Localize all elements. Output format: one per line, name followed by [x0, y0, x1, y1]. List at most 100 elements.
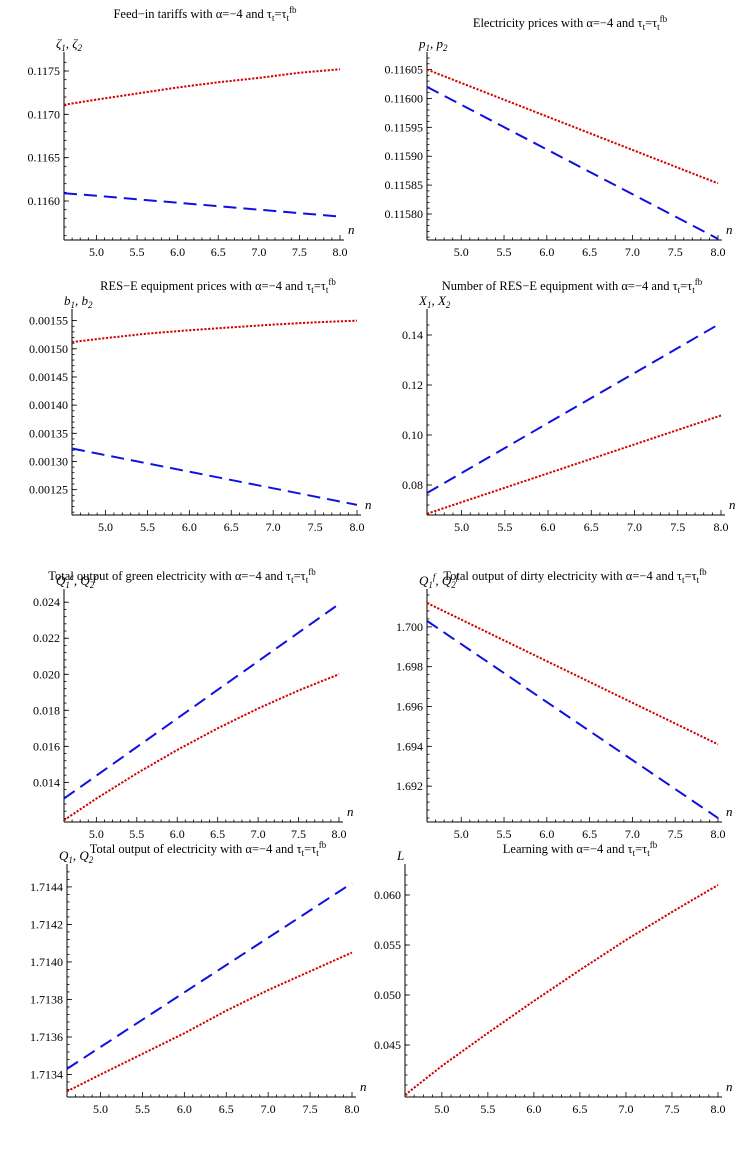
x-tick-label: 5.5: [129, 827, 144, 841]
x-tick-label: 7.5: [303, 1102, 318, 1116]
y-tick-label: 0.014: [33, 775, 60, 789]
y-tick-label: 0.11605: [384, 63, 423, 77]
y-tick-label: 0.018: [33, 703, 60, 717]
x-tick-label: 5.0: [89, 245, 104, 259]
chart-panel-3: RES−E equipment prices with α=−4 and τt=…: [29, 277, 372, 534]
series-line-2: [71, 447, 358, 506]
x-tick-label: 5.0: [454, 245, 469, 259]
chart-title: Total output of electricity with α=−4 an…: [90, 840, 327, 858]
chart-panel-1: Feed−in tariffs with α=−4 and τt=τtfb ζ1,…: [27, 5, 354, 259]
y-tick-label: 0.060: [374, 888, 401, 902]
y-tick-label: 0.11580: [384, 207, 423, 221]
x-axis-label: n: [347, 804, 354, 819]
y-tick-label: 0.00125: [29, 483, 68, 497]
y-tick-label: 1.694: [396, 739, 423, 753]
x-tick-label: 6.5: [584, 520, 599, 534]
x-axis-label: n: [348, 222, 355, 237]
y-axis-label: Q1, Q2: [59, 848, 94, 865]
y-tick-label: 1.7136: [30, 1030, 63, 1044]
y-tick-label: 1.692: [396, 779, 423, 793]
x-tick-label: 7.0: [266, 520, 281, 534]
x-axis-label: n: [360, 1079, 367, 1094]
chart-panel-2: Electricity prices with α=−4 and τt=τtfb…: [384, 14, 732, 259]
x-tick-label: 6.0: [541, 520, 556, 534]
x-tick-label: 7.5: [308, 520, 323, 534]
x-tick-label: 6.5: [572, 1102, 587, 1116]
y-tick-label: 0.10: [402, 428, 423, 442]
x-tick-label: 7.0: [251, 827, 266, 841]
x-tick-label: 7.5: [292, 245, 307, 259]
y-tick-label: 0.1170: [27, 107, 60, 121]
y-tick-label: 0.11590: [384, 149, 423, 163]
x-tick-label: 7.0: [251, 245, 266, 259]
y-tick-label: 0.045: [374, 1038, 401, 1052]
series-line-1: [426, 602, 719, 746]
y-axis-label: p1, p2: [418, 36, 448, 53]
x-tick-label: 7.5: [291, 827, 306, 841]
y-axis-label: b1, b2: [64, 293, 93, 310]
x-tick-label: 5.0: [93, 1102, 108, 1116]
x-tick-label: 6.5: [211, 245, 226, 259]
x-tick-label: 5.5: [497, 245, 512, 259]
y-axis-label: L: [396, 848, 404, 863]
chart-title: RES−E equipment prices with α=−4 and τt=…: [100, 277, 336, 295]
x-tick-label: 6.5: [219, 1102, 234, 1116]
x-tick-label: 7.5: [668, 827, 683, 841]
x-tick-label: 8.0: [350, 520, 365, 534]
x-tick-label: 7.0: [627, 520, 642, 534]
x-tick-label: 5.5: [497, 827, 512, 841]
y-tick-label: 0.08: [402, 478, 423, 492]
x-tick-label: 8.0: [711, 1102, 726, 1116]
x-tick-label: 7.0: [625, 827, 640, 841]
chart-title: Total output of green electricity with α…: [48, 567, 316, 585]
series-line-1: [404, 884, 719, 1096]
y-tick-label: 0.055: [374, 938, 401, 952]
y-tick-label: 1.7144: [30, 880, 63, 894]
y-axis-label: ζ1, ζ2: [56, 36, 83, 53]
x-tick-label: 6.0: [170, 827, 185, 841]
x-tick-label: 7.0: [261, 1102, 276, 1116]
series-line-2: [63, 603, 340, 800]
y-tick-label: 0.020: [33, 667, 60, 681]
x-tick-label: 6.0: [177, 1102, 192, 1116]
y-tick-label: 1.7138: [30, 992, 63, 1006]
y-tick-label: 1.700: [396, 620, 423, 634]
series-line-2: [66, 882, 353, 1070]
series-line-2: [426, 86, 719, 240]
y-tick-label: 0.022: [33, 631, 60, 645]
x-tick-label: 6.5: [210, 827, 225, 841]
x-tick-label: 8.0: [711, 827, 726, 841]
y-tick-label: 1.7142: [30, 917, 63, 931]
x-tick-label: 7.5: [664, 1102, 679, 1116]
x-axis-label: n: [365, 497, 372, 512]
series-line-1: [426, 68, 719, 185]
x-tick-label: 5.0: [454, 520, 469, 534]
chart-title: Feed−in tariffs with α=−4 and τt=τtfb: [113, 5, 297, 23]
y-tick-label: 1.698: [396, 660, 423, 674]
y-tick-label: 0.11600: [384, 91, 423, 105]
x-axis-label: n: [726, 804, 733, 819]
chart-panel-4: Number of RES−E equipment with α=−4 and …: [402, 277, 736, 534]
x-tick-label: 6.0: [539, 245, 554, 259]
x-tick-label: 8.0: [714, 520, 729, 534]
x-tick-label: 5.5: [130, 245, 145, 259]
y-tick-label: 0.12: [402, 378, 423, 392]
chart-title: Learning with α=−4 and τt=τtfb: [503, 840, 658, 858]
x-tick-label: 7.0: [618, 1102, 633, 1116]
y-tick-label: 0.00155: [29, 314, 68, 328]
x-tick-label: 5.5: [140, 520, 155, 534]
series-line-1: [426, 414, 722, 515]
y-axis-label: Q1c, Q2c: [56, 572, 98, 590]
y-tick-label: 1.7134: [30, 1067, 63, 1081]
y-tick-label: 0.1165: [27, 151, 60, 165]
x-tick-label: 5.0: [434, 1102, 449, 1116]
y-tick-label: 0.00140: [29, 398, 68, 412]
x-tick-label: 5.5: [497, 520, 512, 534]
series-line-1: [63, 673, 340, 822]
x-tick-label: 7.5: [668, 245, 683, 259]
x-tick-label: 6.5: [224, 520, 239, 534]
series-line-2: [426, 620, 719, 819]
x-tick-label: 8.0: [333, 245, 348, 259]
x-tick-label: 8.0: [345, 1102, 360, 1116]
